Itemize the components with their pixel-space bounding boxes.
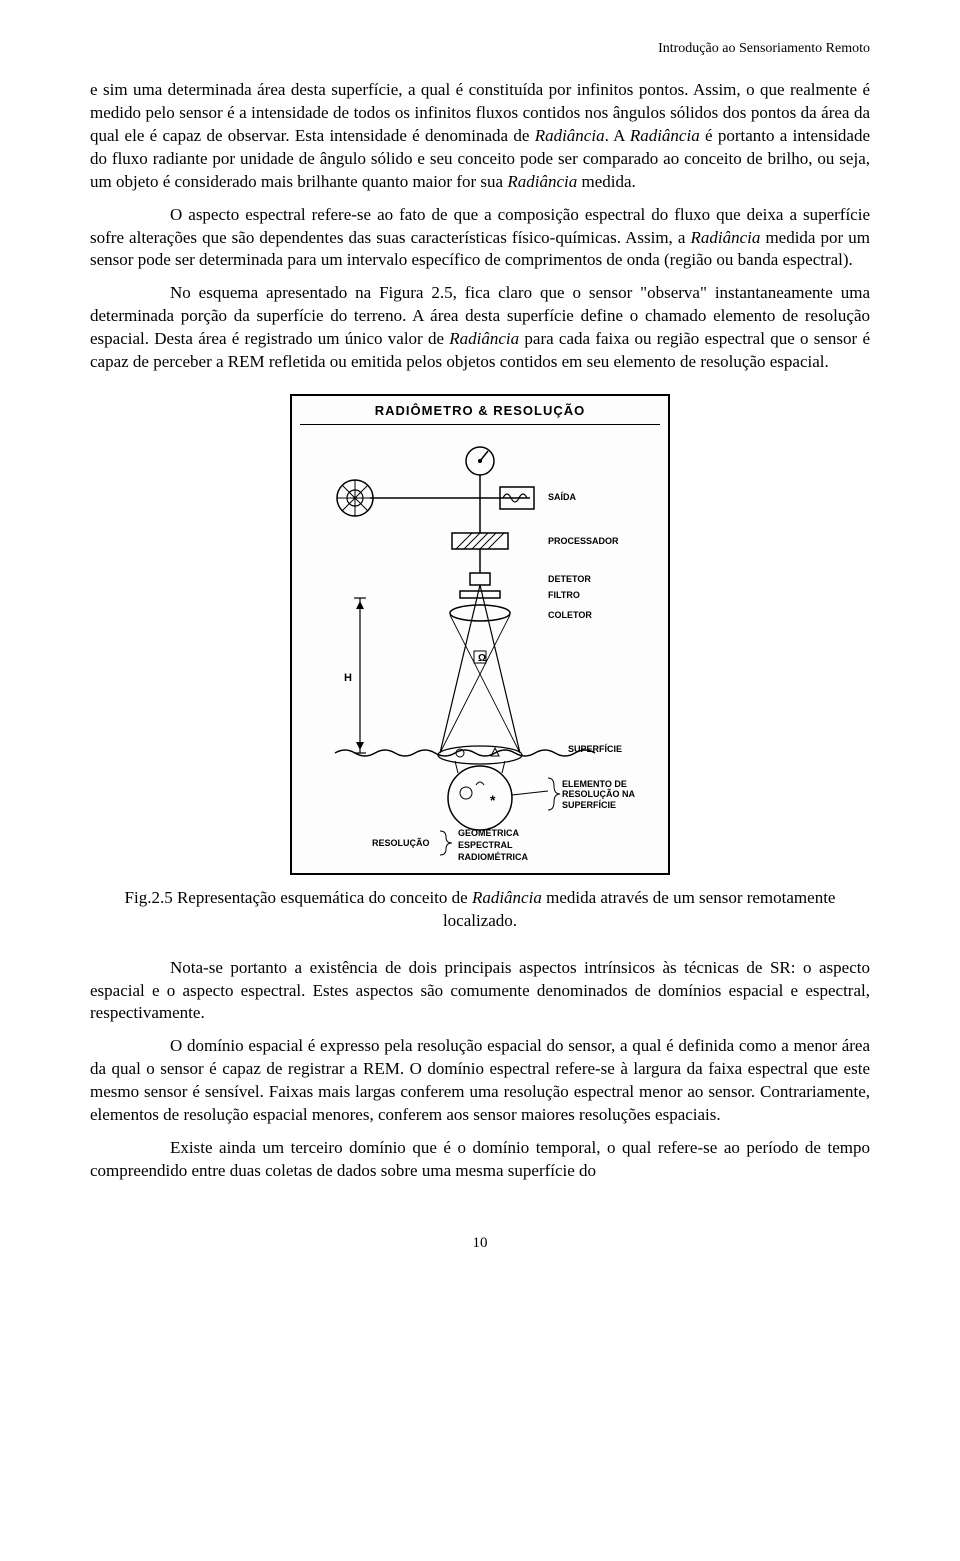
p5-text: O domínio espacial é expresso pela resol…	[90, 1036, 870, 1124]
paragraph-6: Existe ainda um terceiro domínio que é o…	[90, 1137, 870, 1183]
label-saida: SAÍDA	[548, 491, 576, 503]
p6-text: Existe ainda um terceiro domínio que é o…	[90, 1138, 870, 1180]
label-h: H	[344, 671, 352, 686]
p1-italic-2: Radiância	[630, 126, 700, 145]
paragraph-5: O domínio espacial é expresso pela resol…	[90, 1035, 870, 1127]
paragraph-1: e sim uma determinada área desta superfí…	[90, 79, 870, 194]
figure-caption: Fig.2.5 Representação esquemática do con…	[90, 887, 870, 933]
label-espectral: ESPECTRAL	[458, 839, 513, 851]
page-number: 10	[90, 1233, 870, 1253]
p4-text: Nota-se portanto a existência de dois pr…	[90, 958, 870, 1023]
label-resolucao: RESOLUÇÃO	[372, 837, 430, 849]
figure-title: RADIÔMETRO & RESOLUÇÃO	[300, 402, 660, 425]
svg-text:*: *	[490, 792, 496, 808]
paragraph-2: O aspecto espectral refere-se ao fato de…	[90, 204, 870, 273]
label-detetor: DETETOR	[548, 573, 591, 585]
label-omega: Ω	[478, 652, 486, 666]
p1-text-d: medida.	[577, 172, 636, 191]
figure-box: RADIÔMETRO & RESOLUÇÃO	[290, 394, 670, 875]
label-processador: PROCESSADOR	[548, 535, 619, 547]
diagram-area: * SAÍDA PROCESSADOR DETETOR FILTRO COLET…	[300, 433, 660, 863]
running-header: Introdução ao Sensoriamento Remoto	[90, 40, 870, 59]
p3-italic-1: Radiância	[449, 329, 519, 348]
p1-italic-3: Radiância	[507, 172, 577, 191]
label-filtro: FILTRO	[548, 589, 580, 601]
paragraph-3: No esquema apresentado na Figura 2.5, fi…	[90, 282, 870, 374]
caption-a: Fig.2.5 Representação esquemática do con…	[125, 888, 472, 907]
running-title: Introdução ao Sensoriamento Remoto	[658, 41, 870, 56]
label-radiometrica: RADIOMÉTRICA	[458, 851, 528, 863]
label-geometrica: GEOMÉTRICA	[458, 827, 519, 839]
p2-italic-1: Radiância	[690, 228, 760, 247]
caption-italic: Radiância	[472, 888, 542, 907]
label-superficie: SUPERFÍCIE	[568, 743, 622, 755]
paragraph-4: Nota-se portanto a existência de dois pr…	[90, 957, 870, 1026]
figure-container: RADIÔMETRO & RESOLUÇÃO	[90, 394, 870, 875]
label-elemento: ELEMENTO DE RESOLUÇÃO NA SUPERFÍCIE	[562, 779, 652, 811]
label-coletor: COLETOR	[548, 609, 592, 621]
p1-italic-1: Radiância	[535, 126, 605, 145]
p1-text-b: . A	[605, 126, 630, 145]
